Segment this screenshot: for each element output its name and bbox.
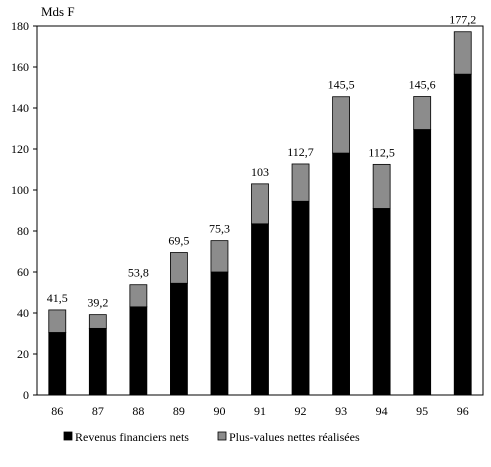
bar-segment-plus-values	[291, 163, 310, 202]
bar-segment-plus-values	[413, 96, 432, 130]
bar-segment-plus-values	[170, 252, 188, 284]
y-tick-label: 120	[11, 142, 29, 156]
legend-swatch-plus-values	[217, 431, 227, 441]
bar-total-label: 112,5	[368, 145, 395, 159]
bars	[48, 31, 472, 396]
x-tick-label: 89	[173, 404, 185, 418]
bar-total-label: 177,2	[449, 13, 476, 27]
bar-total-label: 145,6	[409, 78, 436, 92]
y-tick-label: 20	[17, 347, 29, 361]
bar-total-label: 103	[251, 165, 269, 179]
x-tick-label: 90	[213, 404, 225, 418]
y-tick-label: 100	[11, 183, 29, 197]
x-tick-label: 87	[92, 404, 104, 418]
bar-segment-revenus	[251, 223, 269, 396]
y-tick-label: 80	[17, 224, 29, 238]
legend-swatch-revenus	[63, 431, 73, 441]
x-tick-label: 94	[376, 404, 388, 418]
y-tick-label: 140	[11, 101, 29, 115]
y-tick-label: 60	[17, 265, 29, 279]
bar-total-label: 75,3	[209, 222, 230, 236]
bar-segment-revenus	[88, 327, 107, 396]
bar-segment-plus-values	[453, 31, 472, 75]
bar-segment-plus-values	[210, 240, 229, 273]
bar-segment-revenus	[129, 306, 148, 396]
legend: Revenus financiers nets Plus-values nette…	[63, 430, 360, 444]
bar-segment-plus-values	[251, 183, 269, 225]
x-tick-label: 88	[132, 404, 144, 418]
bar-segment-revenus	[372, 208, 391, 396]
bar-segment-plus-values	[48, 309, 67, 333]
bar-segment-revenus	[453, 73, 472, 396]
bar-segment-plus-values	[372, 163, 391, 209]
y-tick-label: 40	[17, 306, 29, 320]
x-tick-label: 95	[416, 404, 428, 418]
x-tick-label: 86	[51, 404, 63, 418]
bar-total-label: 53,8	[128, 266, 149, 280]
axes: 0 20 40 60 80 100 120 140 160 180 Mds F	[11, 4, 484, 402]
x-tick-label: 91	[254, 404, 266, 418]
bar-segment-revenus	[413, 129, 432, 396]
bar-total-label: 39,2	[87, 296, 108, 310]
bar-segment-revenus	[332, 152, 350, 396]
y-tick-label: 160	[11, 60, 29, 74]
labels: 41,5 86 39,2 87 53,8 88 69,5 89 75,3 90 103 91 112,7…	[47, 13, 476, 418]
bar-segment-revenus	[170, 282, 188, 396]
y-axis-label: Mds F	[41, 4, 75, 19]
x-tick-label: 96	[457, 404, 469, 418]
bar-total-label: 112,7	[287, 145, 314, 159]
x-tick-label: 93	[335, 404, 347, 418]
bar-segment-plus-values	[332, 96, 350, 154]
bar-segment-plus-values	[88, 314, 107, 329]
y-tick-label: 0	[23, 388, 29, 402]
y-tick-label: 180	[11, 19, 29, 33]
legend-label-revenus: Revenus financiers nets	[75, 430, 189, 444]
bar-total-label: 69,5	[168, 234, 189, 248]
x-tick-label: 92	[295, 404, 307, 418]
bar-segment-plus-values	[129, 284, 148, 308]
bar-segment-revenus	[291, 200, 310, 396]
bar-total-label: 145,5	[328, 78, 355, 92]
legend-label-plus-values: Plus-values nettes réalisées	[229, 430, 360, 444]
bar-segment-revenus	[48, 332, 67, 396]
bar-segment-revenus	[210, 271, 229, 396]
bar-total-label: 41,5	[47, 291, 68, 305]
